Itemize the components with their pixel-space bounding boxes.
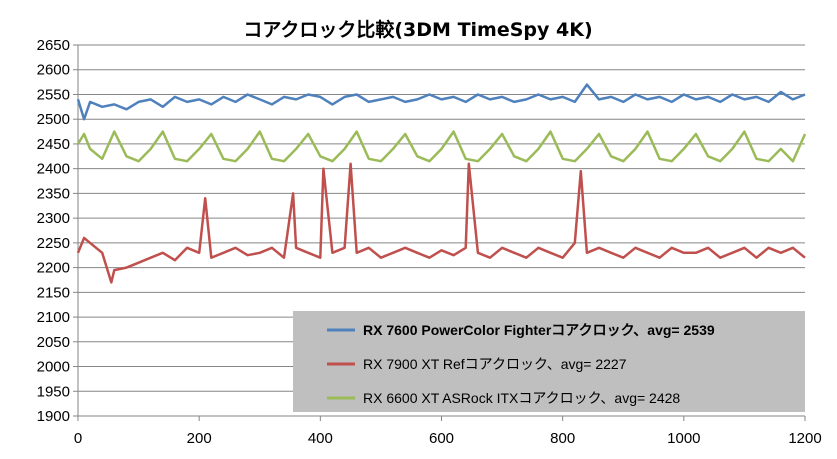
y-tick-label: 2600: [37, 62, 70, 79]
legend: RX 7600 PowerColor Fighterコアクロック、avg= 25…: [293, 311, 805, 412]
x-tick-label: 800: [550, 430, 575, 447]
y-tick-label: 1900: [37, 408, 70, 425]
y-tick-label: 2000: [37, 359, 70, 376]
x-tick-label: 1000: [667, 430, 700, 447]
y-tick-label: 2050: [37, 334, 70, 351]
y-tick-label: 2500: [37, 111, 70, 128]
series-line-2: [76, 130, 807, 163]
series-lines: [76, 83, 807, 284]
legend-entry: RX 6600 XT ASRock ITXコアクロック、avg= 2428: [363, 390, 680, 406]
y-tick-label: 2250: [37, 235, 70, 252]
y-tick-label: 2550: [37, 86, 70, 103]
legend-entry: RX 7900 XT Refコアクロック、avg= 2227: [363, 356, 627, 372]
x-tick-label: 400: [308, 430, 333, 447]
x-tick-label: 200: [187, 430, 212, 447]
y-tick-label: 2100: [37, 309, 70, 326]
y-tick-label: 2200: [37, 260, 70, 277]
y-axis-tick-labels: 2650 2600 2550 2500 2450 2400 2350 2300 2250 2200…: [37, 37, 70, 425]
y-tick-label: 2650: [37, 37, 70, 54]
y-tick-label: 2450: [37, 136, 70, 153]
legend-box: [293, 311, 805, 412]
x-tick-label: 0: [74, 430, 82, 447]
legend-entry: RX 7600 PowerColor Fighterコアクロック、avg= 25…: [363, 322, 715, 338]
series-line-0: [76, 83, 806, 121]
y-tick-label: 2400: [37, 161, 70, 178]
x-tick-label: 600: [429, 430, 454, 447]
x-tick-label: 1200: [788, 430, 821, 447]
y-tick-label: 1950: [37, 383, 70, 400]
series-line-1: [76, 162, 806, 284]
y-tick-label: 2350: [37, 185, 70, 202]
x-axis-tick-labels: 0 200 400 600 800 1000 1200: [74, 430, 822, 447]
y-tick-label: 2150: [37, 284, 70, 301]
chart-title: コアクロック比較(3DM TimeSpy 4K): [243, 18, 592, 41]
axes: [73, 44, 806, 421]
y-tick-label: 2300: [37, 210, 70, 227]
